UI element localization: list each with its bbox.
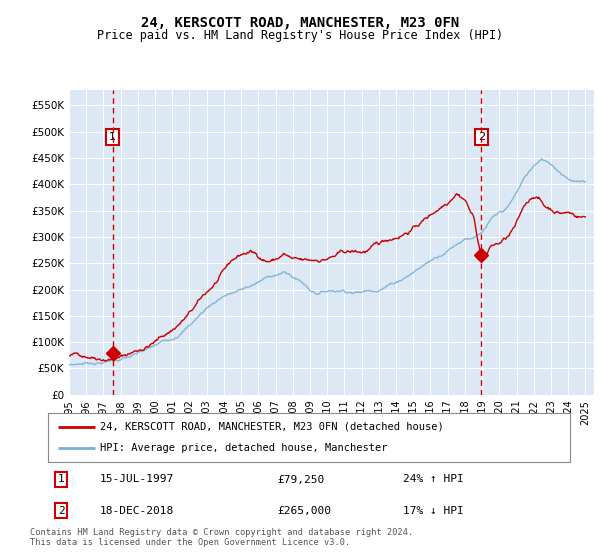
Text: 15-JUL-1997: 15-JUL-1997 — [100, 474, 175, 484]
Text: £79,250: £79,250 — [278, 474, 325, 484]
Text: 24, KERSCOTT ROAD, MANCHESTER, M23 0FN: 24, KERSCOTT ROAD, MANCHESTER, M23 0FN — [141, 16, 459, 30]
Text: 18-DEC-2018: 18-DEC-2018 — [100, 506, 175, 516]
Text: 24% ↑ HPI: 24% ↑ HPI — [403, 474, 464, 484]
Text: Price paid vs. HM Land Registry's House Price Index (HPI): Price paid vs. HM Land Registry's House … — [97, 29, 503, 42]
Text: HPI: Average price, detached house, Manchester: HPI: Average price, detached house, Manc… — [100, 443, 388, 453]
Text: £265,000: £265,000 — [278, 506, 332, 516]
Text: Contains HM Land Registry data © Crown copyright and database right 2024.
This d: Contains HM Land Registry data © Crown c… — [30, 528, 413, 547]
Text: 1: 1 — [58, 474, 64, 484]
Text: 1: 1 — [109, 132, 116, 142]
Text: 24, KERSCOTT ROAD, MANCHESTER, M23 0FN (detached house): 24, KERSCOTT ROAD, MANCHESTER, M23 0FN (… — [100, 422, 444, 432]
Text: 2: 2 — [58, 506, 64, 516]
Text: 17% ↓ HPI: 17% ↓ HPI — [403, 506, 464, 516]
Text: 2: 2 — [478, 132, 485, 142]
